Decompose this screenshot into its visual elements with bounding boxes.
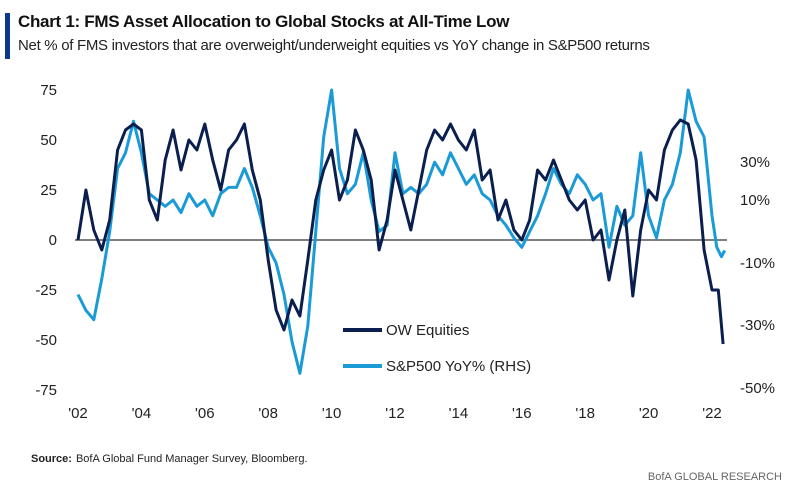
x-tick-label: '10 <box>322 405 342 422</box>
y-left-tick-label: -25 <box>35 282 57 299</box>
x-tick-label: '06 <box>195 405 215 422</box>
source-label: Source: <box>31 453 72 465</box>
legend: OW Equities S&P500 YoY% (RHS) <box>343 322 531 375</box>
source-text: BofA Global Fund Manager Survey, Bloombe… <box>75 453 308 465</box>
x-tick-label: '04 <box>132 405 152 422</box>
x-tick-label: '14 <box>449 405 469 422</box>
y-left-tick-label: 50 <box>40 132 57 149</box>
legend-label-ow-equities: OW Equities <box>386 322 469 339</box>
chart-subtitle: Net % of FMS investors that are overweig… <box>18 37 650 54</box>
title-accent-bar <box>5 13 10 59</box>
y-right-tick-label: -10% <box>740 255 775 272</box>
y-left-tick-label: 0 <box>49 232 57 249</box>
y-left-tick-label: 75 <box>40 82 57 99</box>
x-tick-label: '08 <box>258 405 278 422</box>
x-tick-label: '02 <box>68 405 88 422</box>
x-tick-label: '20 <box>639 405 659 422</box>
x-tick-label: '22 <box>702 405 722 422</box>
y-left-tick-label: 25 <box>40 182 57 199</box>
x-tick-label: '18 <box>575 405 595 422</box>
brand-footer: BofA GLOBAL RESEARCH <box>647 471 782 483</box>
x-tick-label: '12 <box>385 405 405 422</box>
y-right-tick-label: -50% <box>740 380 775 397</box>
y-left-tick-label: -50 <box>35 332 57 349</box>
legend-label-spx-yoy: S&P500 YoY% (RHS) <box>386 358 531 375</box>
y-right-tick-label: 10% <box>740 192 770 209</box>
series-line-ow-equities <box>76 118 725 345</box>
y-right-tick-label: 30% <box>740 154 770 171</box>
x-tick-label: '16 <box>512 405 532 422</box>
chart-title: Chart 1: FMS Asset Allocation to Global … <box>18 12 510 31</box>
y-right-tick-label: -30% <box>740 317 775 334</box>
source-note: Source: BofA Global Fund Manager Survey, … <box>31 453 308 465</box>
y-left-tick-label: -75 <box>35 382 57 399</box>
